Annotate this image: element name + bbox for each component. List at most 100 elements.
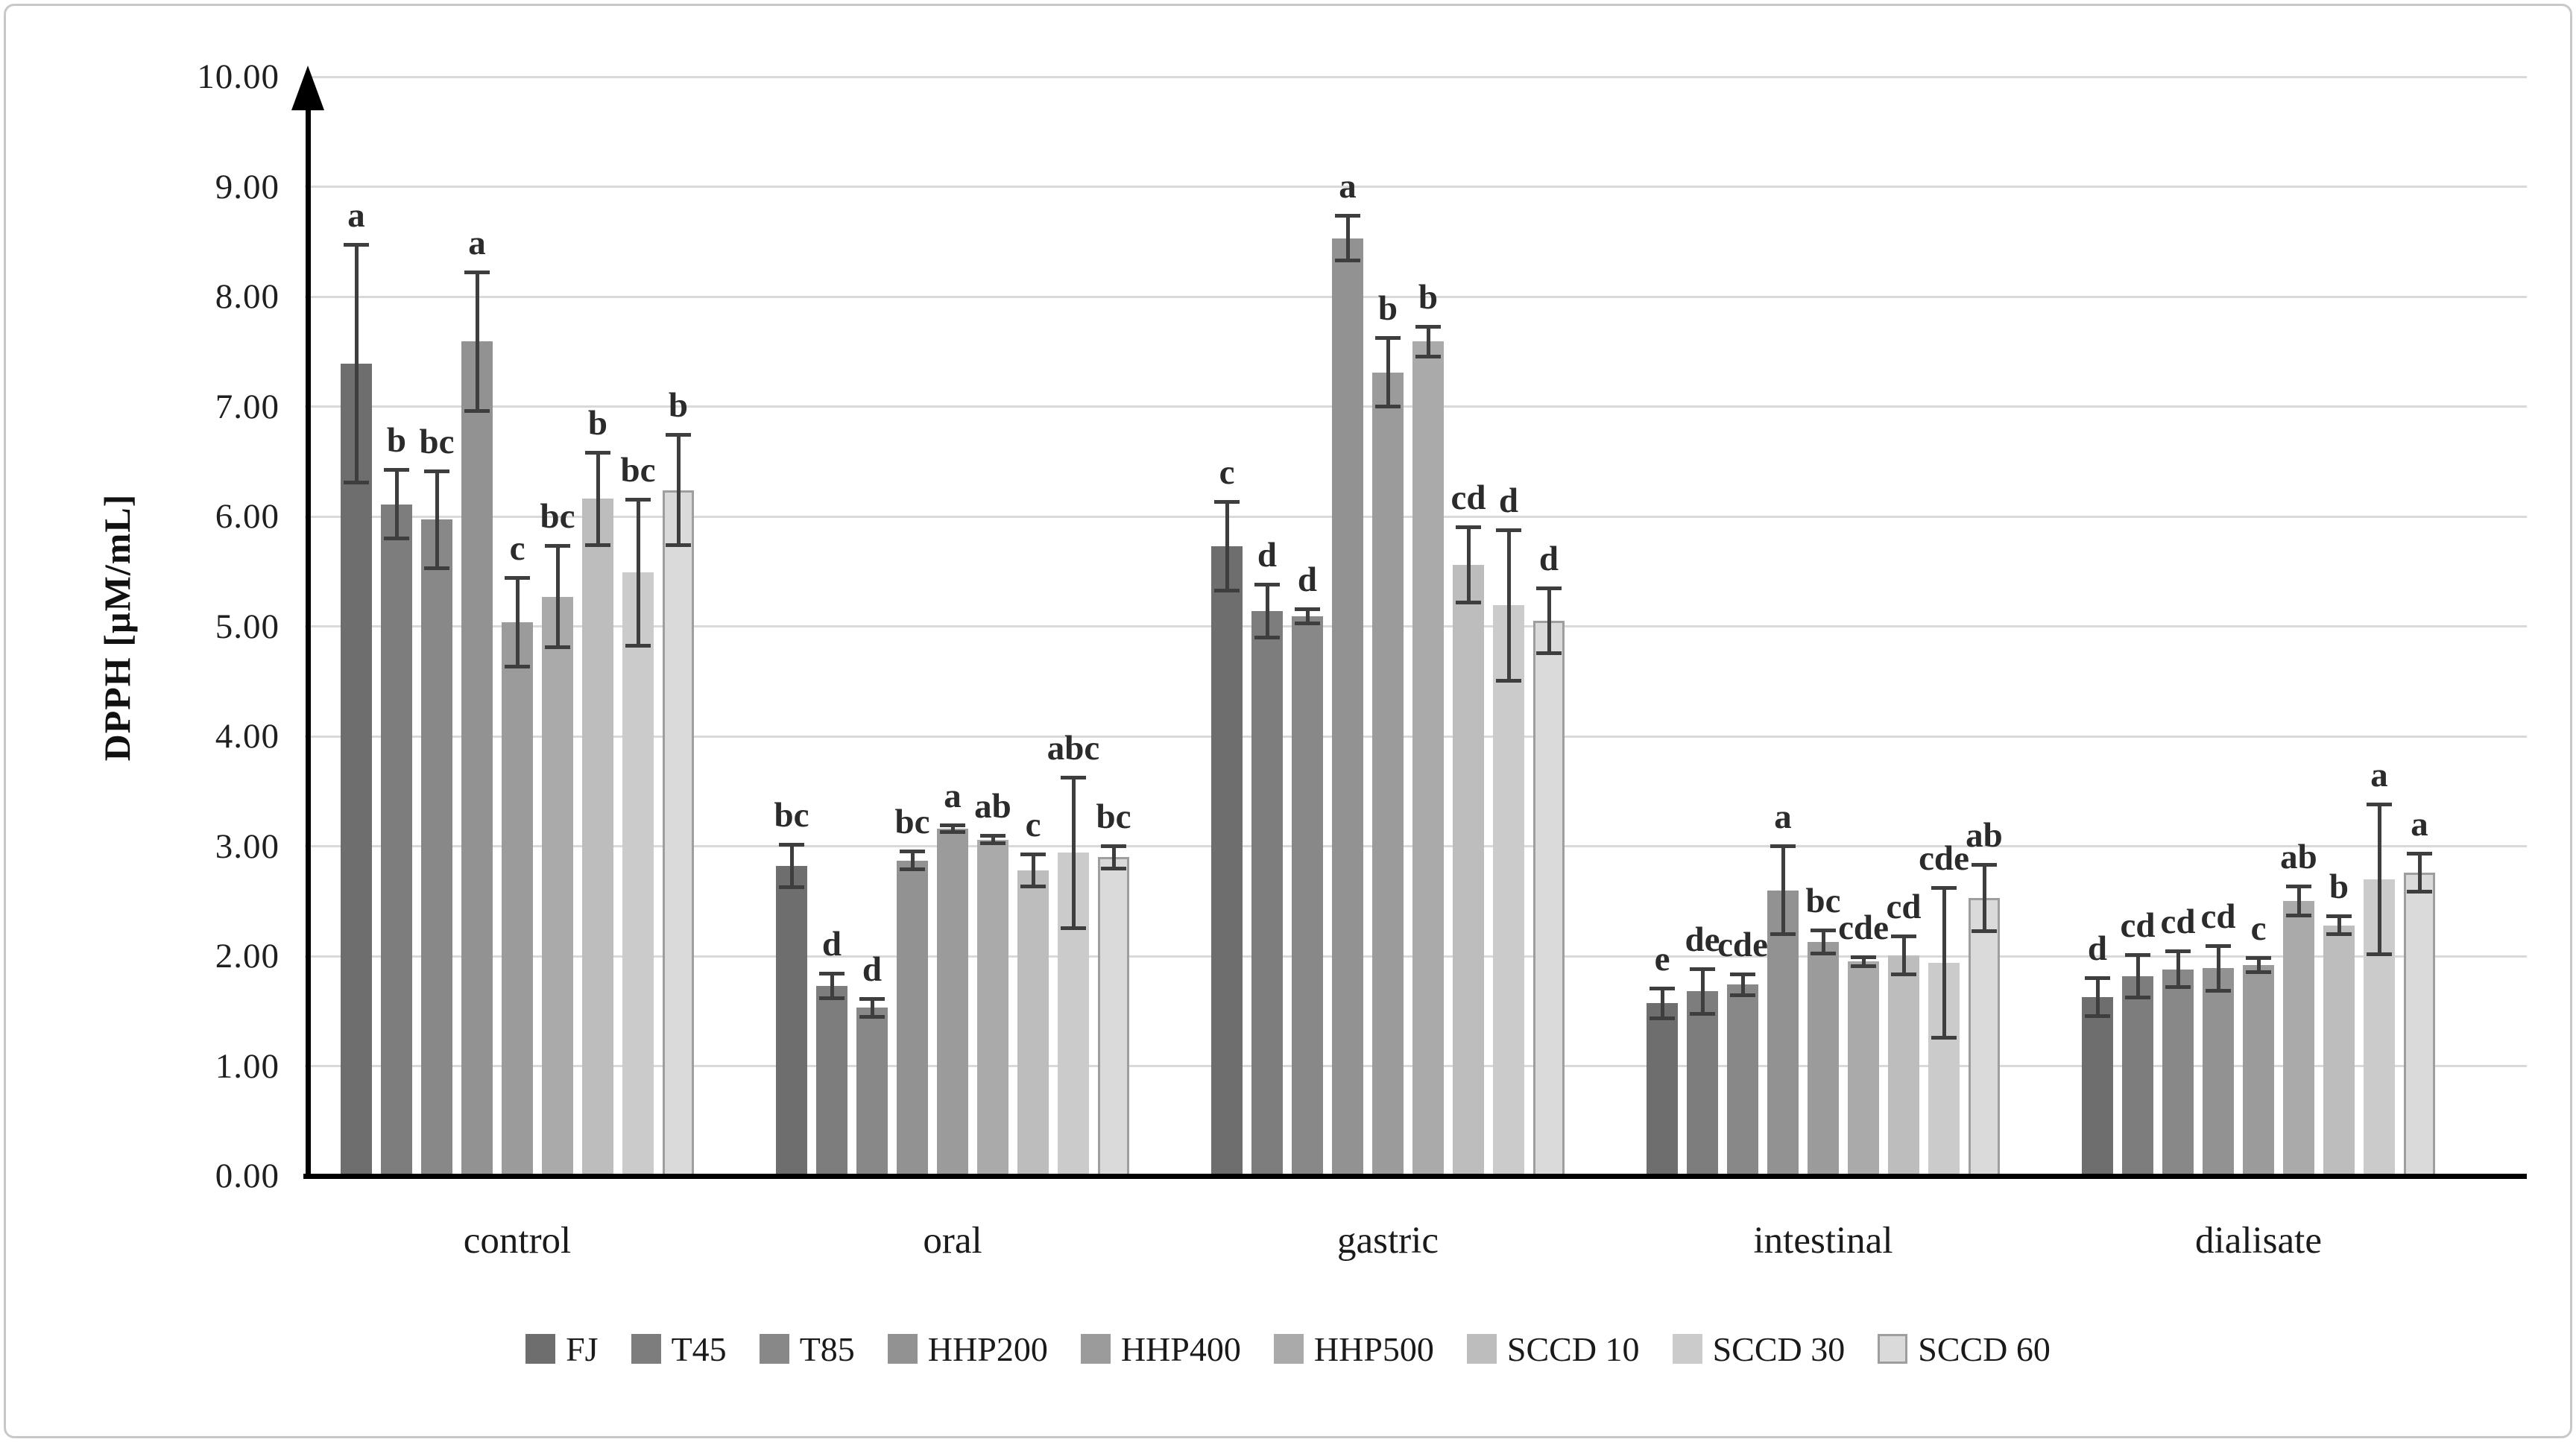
legend-swatch-icon xyxy=(1466,1334,1497,1364)
significance-letter: ab xyxy=(2280,838,2317,877)
significance-letter: c xyxy=(2250,909,2267,948)
error-bar xyxy=(1811,929,1836,955)
x-category-label-intestinal: intestinal xyxy=(1753,1220,1893,1262)
bar-hhp400-control xyxy=(502,622,533,1176)
error-bar xyxy=(1061,776,1086,930)
error-bar xyxy=(2085,975,2110,1018)
error-bar xyxy=(2165,949,2191,990)
bar-hhp400-oral xyxy=(937,828,968,1176)
bar-hhp500-oral xyxy=(977,839,1008,1176)
error-bar xyxy=(1254,582,1280,640)
error-bar xyxy=(1650,987,1675,1020)
significance-letter: abc xyxy=(1046,729,1100,768)
legend-item-t45: T45 xyxy=(631,1329,727,1369)
y-axis-arrow-icon xyxy=(291,66,324,110)
legend-swatch-icon xyxy=(1080,1334,1111,1364)
error-bar xyxy=(344,242,369,485)
error-bar xyxy=(1456,525,1481,604)
bar-hhp400-gastric xyxy=(1372,372,1404,1176)
significance-letter: d xyxy=(1498,481,1519,521)
bar-sccd10-gastric xyxy=(1453,564,1484,1176)
gridline xyxy=(305,295,2527,298)
y-tick-label: 0.00 xyxy=(215,1157,280,1195)
bar-hhp500-dialisate xyxy=(2283,901,2314,1176)
error-bar xyxy=(2367,802,2392,956)
x-category-label-gastric: gastric xyxy=(1337,1220,1439,1262)
significance-letter: a xyxy=(1774,797,1792,836)
significance-letter: b xyxy=(1377,289,1398,329)
significance-letter: cd xyxy=(2200,896,2236,936)
significance-letter: a xyxy=(2411,804,2428,844)
error-bar xyxy=(1375,336,1401,409)
error-bar xyxy=(1931,885,1957,1040)
significance-letter: b xyxy=(668,385,689,425)
significance-letter: ab xyxy=(1966,815,2003,855)
y-tick-label: 10.00 xyxy=(197,57,280,96)
legend-label: SCCD 10 xyxy=(1506,1329,1640,1368)
bar-t45-intestinal xyxy=(1687,991,1718,1176)
significance-letter: b xyxy=(2329,867,2349,906)
bar-t85-control xyxy=(421,519,452,1176)
bar-t45-gastric xyxy=(1251,610,1283,1176)
error-bar xyxy=(666,432,691,548)
error-bar xyxy=(779,843,804,889)
error-bar xyxy=(625,497,651,648)
bar-sccd60-control xyxy=(663,490,694,1176)
legend-item-hhp500: HHP500 xyxy=(1273,1329,1434,1369)
significance-letter: cde xyxy=(1717,926,1768,965)
bar-t85-dialisate xyxy=(2162,969,2194,1176)
significance-letter: de xyxy=(1685,920,1720,959)
significance-letter: a xyxy=(347,195,365,235)
error-bar xyxy=(1496,528,1521,683)
bar-hhp200-oral xyxy=(897,860,928,1176)
error-bar xyxy=(1972,862,1997,934)
x-category-label-oral: oral xyxy=(923,1220,982,1262)
legend-swatch-icon xyxy=(1672,1334,1702,1364)
bar-hhp500-control xyxy=(542,596,573,1176)
significance-letter: bc xyxy=(774,796,809,835)
gridline xyxy=(305,75,2527,78)
legend-swatch-icon xyxy=(887,1334,918,1364)
significance-letter: d xyxy=(862,949,883,989)
error-bar xyxy=(980,834,1006,846)
bar-t85-gastric xyxy=(1292,616,1323,1176)
x-category-label-control: control xyxy=(463,1220,572,1262)
legend-item-sccd30: SCCD 30 xyxy=(1672,1329,1845,1369)
bar-t45-dialisate xyxy=(2122,975,2153,1176)
bar-sccd60-oral xyxy=(1098,857,1129,1176)
bar-fj-control xyxy=(341,363,372,1176)
legend-swatch-icon xyxy=(631,1334,661,1364)
legend-swatch-icon xyxy=(525,1334,556,1364)
error-bar xyxy=(1020,853,1046,888)
legend-item-fj: FJ xyxy=(525,1329,599,1369)
legend-item-sccd60: SCCD 60 xyxy=(1878,1329,2051,1369)
significance-letter: a xyxy=(2370,755,2388,794)
y-tick-label: 6.00 xyxy=(215,497,280,536)
bar-sccd10-intestinal xyxy=(1888,955,1919,1176)
significance-letter: cd xyxy=(1450,478,1486,517)
bar-sccd60-dialisate xyxy=(2404,872,2435,1176)
bar-sccd10-dialisate xyxy=(2323,925,2355,1176)
x-axis-line xyxy=(303,1174,2527,1179)
legend-swatch-icon xyxy=(759,1334,789,1364)
significance-letter: b xyxy=(386,421,407,461)
bar-hhp200-dialisate xyxy=(2203,968,2234,1176)
significance-letter: b xyxy=(1418,278,1439,317)
error-bar xyxy=(1770,844,1796,937)
bar-hhp200-gastric xyxy=(1332,238,1363,1176)
y-tick-label: 1.00 xyxy=(215,1046,280,1086)
error-bar xyxy=(900,849,925,872)
error-bar xyxy=(859,996,885,1019)
legend-label: HHP500 xyxy=(1313,1329,1434,1368)
error-bar xyxy=(1214,499,1240,592)
significance-letter: d xyxy=(2087,929,2108,968)
significance-letter: bc xyxy=(540,496,575,536)
bar-sccd60-intestinal xyxy=(1969,897,2000,1176)
bar-sccd60-gastric xyxy=(1533,621,1565,1176)
y-tick-label: 3.00 xyxy=(215,826,280,866)
legend-item-hhp200: HHP200 xyxy=(887,1329,1048,1369)
error-bar xyxy=(2286,885,2311,918)
gridline xyxy=(305,186,2527,188)
bar-sccd10-oral xyxy=(1017,870,1049,1176)
